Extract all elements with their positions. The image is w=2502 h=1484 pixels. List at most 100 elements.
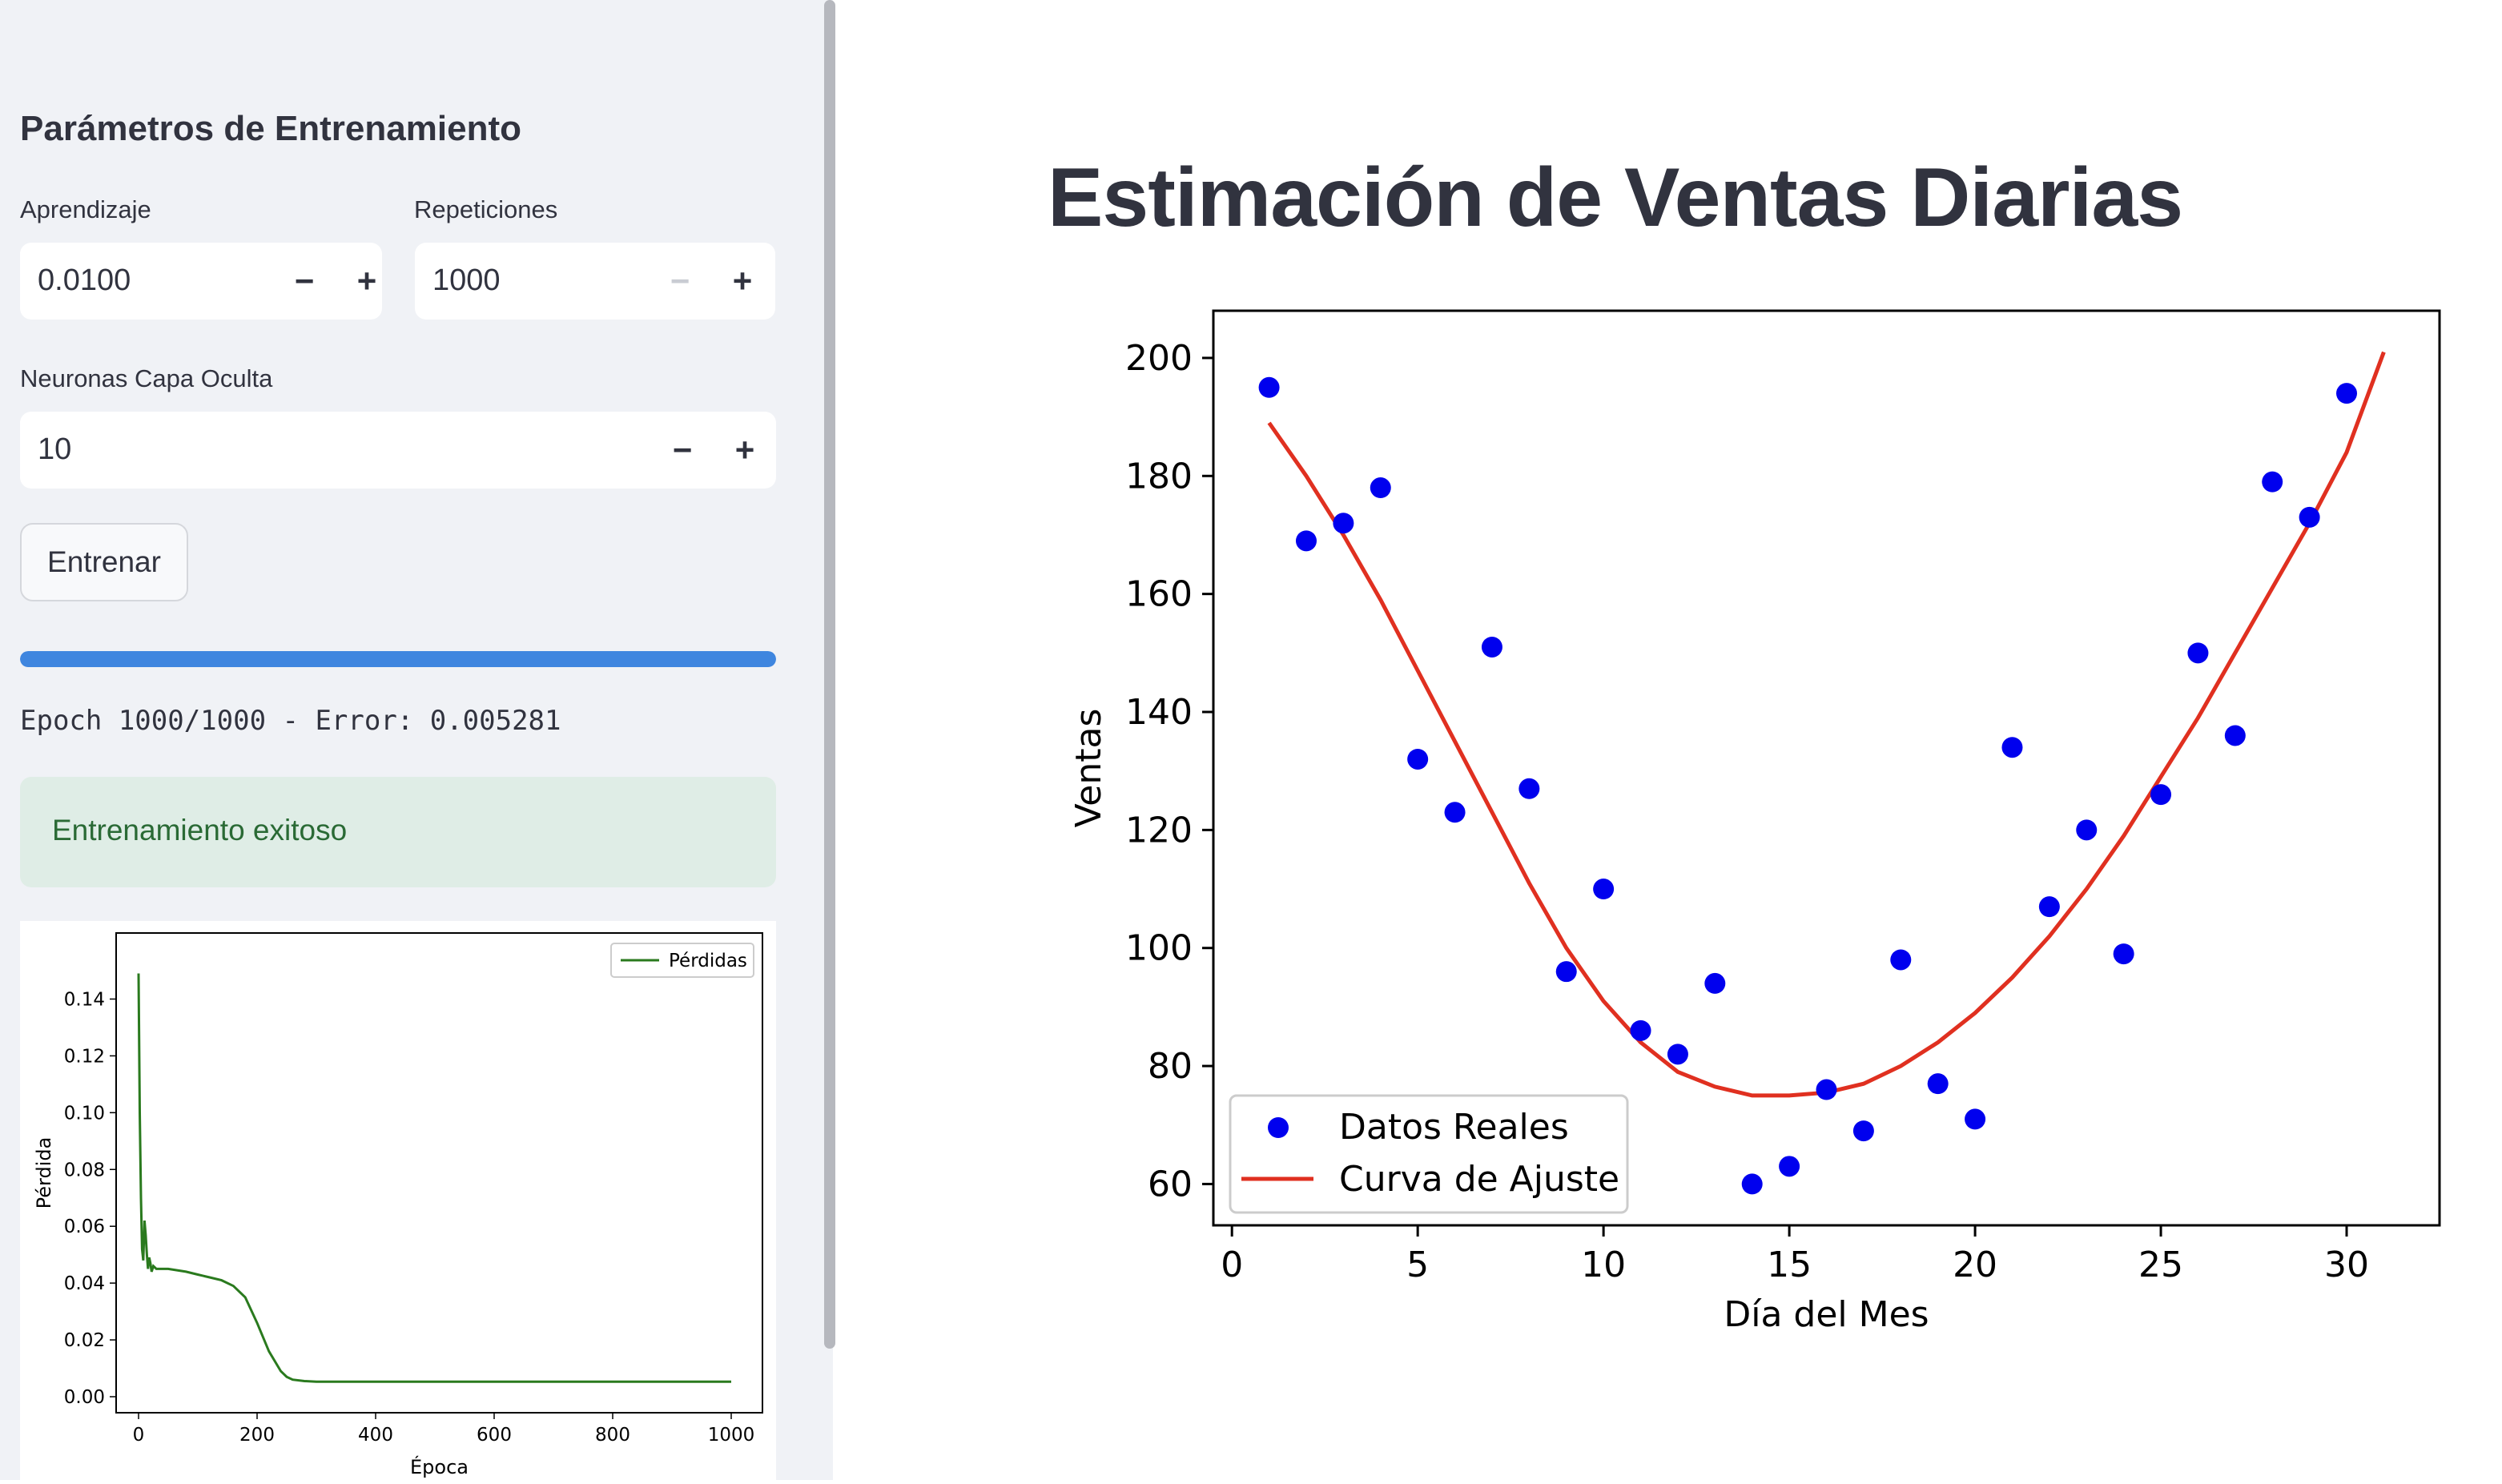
legend-scatter-swatch — [1268, 1117, 1289, 1138]
loss-x-axis-label: Época — [410, 1455, 469, 1478]
loss-y-tick-label: 0.12 — [64, 1046, 105, 1067]
sales-chart-container: 0 5 10 15 20 25 30 60 80 100 120 140 160 180 200 Día de… — [1041, 288, 2467, 1365]
sales-x-tick-label: 0 — [1221, 1245, 1243, 1285]
scatter-point — [2001, 737, 2023, 758]
legend-fit-label: Curva de Ajuste — [1339, 1159, 1619, 1200]
sales-x-tick-label: 15 — [1767, 1245, 1812, 1285]
sales-chart: 0 5 10 15 20 25 30 60 80 100 120 140 160 180 200 Día de… — [1068, 309, 2441, 1335]
loss-x-tick-label: 800 — [595, 1425, 630, 1446]
hidden-neurons-decrement-button[interactable]: − — [672, 431, 693, 469]
scatter-point — [1258, 376, 1280, 398]
sidebar-scrollbar[interactable] — [824, 0, 835, 1349]
loss-x-tick-label: 1000 — [708, 1425, 755, 1446]
scatter-point — [2262, 471, 2283, 493]
success-alert: Entrenamiento exitoso — [20, 777, 776, 887]
learning-rate-decrement-button[interactable]: − — [294, 262, 315, 300]
repetitions-label: Repeticiones — [414, 195, 558, 223]
sales-x-tick-label: 20 — [1953, 1245, 1997, 1285]
sidebar-section-title: Parámetros de Entrenamiento — [20, 109, 521, 148]
page-title: Estimación de Ventas Diarias — [1048, 151, 2183, 244]
loss-x-tick-label: 0 — [133, 1425, 145, 1446]
scatter-point — [2150, 784, 2172, 806]
scatter-point — [1965, 1108, 1986, 1130]
train-button[interactable]: Entrenar — [20, 523, 188, 601]
learning-rate-input[interactable]: 0.0100 − + — [20, 243, 382, 320]
loss-y-tick-label: 0.14 — [64, 989, 105, 1010]
loss-y-tick-label: 0.00 — [64, 1387, 105, 1408]
learning-rate-label: Aprendizaje — [20, 195, 151, 223]
scatter-point — [1704, 972, 1726, 994]
sales-x-tick-label: 30 — [2324, 1245, 2369, 1285]
loss-series-line — [137, 973, 731, 1383]
sales-y-tick-label: 200 — [1125, 338, 1193, 379]
sales-y-tick-label: 180 — [1125, 456, 1193, 497]
scatter-point — [1816, 1079, 1837, 1100]
learning-rate-value[interactable]: 0.0100 — [38, 263, 131, 297]
sales-x-axis-label: Día del Mes — [1724, 1294, 1929, 1335]
sales-x-tick-label: 10 — [1581, 1245, 1626, 1285]
loss-y-tick-label: 0.04 — [64, 1273, 105, 1294]
sales-y-axis-label: Ventas — [1068, 709, 1109, 828]
sales-y-tick-label: 60 — [1148, 1164, 1193, 1204]
repetitions-value[interactable]: 1000 — [432, 263, 501, 297]
sales-y-tick-label: 140 — [1125, 692, 1193, 733]
scatter-point — [1630, 1019, 1651, 1041]
scatter-point — [1518, 778, 1540, 799]
loss-x-tick-label: 200 — [239, 1425, 275, 1446]
success-message: Entrenamiento exitoso — [52, 814, 348, 847]
hidden-neurons-increment-button[interactable]: + — [734, 431, 755, 469]
scatter-point — [1890, 949, 1912, 971]
sales-y-tick-label: 80 — [1148, 1046, 1193, 1087]
scatter-point — [2336, 383, 2358, 404]
loss-chart: 0 200 400 600 800 1000 0.00 0.02 0.04 0.06 0.08 0.1… — [33, 932, 763, 1478]
scatter-point — [1852, 1120, 1874, 1142]
scatter-point — [2187, 642, 2209, 664]
scatter-point — [1927, 1073, 1949, 1095]
scatter-point — [1741, 1173, 1763, 1195]
training-progress-fill — [20, 651, 776, 667]
sales-x-tick-label: 5 — [1406, 1245, 1429, 1285]
scatter-point — [1555, 961, 1577, 983]
sales-y-tick-label: 160 — [1125, 574, 1193, 615]
hidden-neurons-value[interactable]: 10 — [38, 432, 72, 466]
scatter-point — [1407, 748, 1429, 770]
scatter-point — [1444, 802, 1466, 823]
loss-plot-frame — [115, 932, 763, 1414]
hidden-neurons-label: Neuronas Capa Oculta — [20, 364, 273, 392]
scatter-point — [2113, 943, 2134, 965]
loss-y-tick-label: 0.06 — [64, 1217, 105, 1237]
loss-chart-container: 0 200 400 600 800 1000 0.00 0.02 0.04 0.06 0.08 0.1… — [20, 921, 776, 1480]
repetitions-decrement-button[interactable]: − — [670, 262, 690, 300]
loss-y-tick-label: 0.10 — [64, 1103, 105, 1124]
scatter-point — [2038, 896, 2060, 918]
scatter-point — [1370, 477, 1391, 499]
loss-x-tick-label: 600 — [477, 1425, 512, 1446]
sales-x-tick-label: 25 — [2138, 1245, 2183, 1285]
sidebar: Parámetros de Entrenamiento Aprendizaje … — [0, 0, 833, 1480]
repetitions-input[interactable]: 1000 − + — [415, 243, 775, 320]
scatter-point — [1333, 513, 1354, 534]
loss-legend-label: Pérdidas — [669, 951, 747, 971]
scatter-point — [1481, 636, 1502, 658]
loss-y-tick-label: 0.08 — [64, 1160, 105, 1180]
scatter-point — [1295, 530, 1317, 552]
sales-legend-box — [1229, 1094, 1629, 1214]
scatter-point — [2299, 506, 2320, 528]
hidden-neurons-input[interactable]: 10 − + — [20, 412, 776, 489]
sales-y-tick-label: 100 — [1125, 928, 1193, 969]
learning-rate-increment-button[interactable]: + — [356, 262, 377, 300]
loss-legend-box — [610, 943, 754, 978]
repetitions-increment-button[interactable]: + — [732, 262, 753, 300]
scatter-point — [2224, 725, 2246, 746]
legend-scatter-label: Datos Reales — [1339, 1107, 1569, 1148]
loss-x-tick-label: 400 — [358, 1425, 393, 1446]
scatter-point — [1667, 1044, 1688, 1065]
training-status-text: Epoch 1000/1000 - Error: 0.005281 — [20, 705, 561, 737]
sales-y-tick-label: 120 — [1125, 810, 1193, 851]
loss-y-tick-label: 0.02 — [64, 1330, 105, 1351]
loss-y-axis-label: Pérdida — [33, 1137, 55, 1209]
scatter-point — [2076, 819, 2098, 841]
training-progress-bar — [20, 651, 776, 667]
scatter-point — [1593, 879, 1615, 900]
scatter-point — [1779, 1156, 1800, 1177]
